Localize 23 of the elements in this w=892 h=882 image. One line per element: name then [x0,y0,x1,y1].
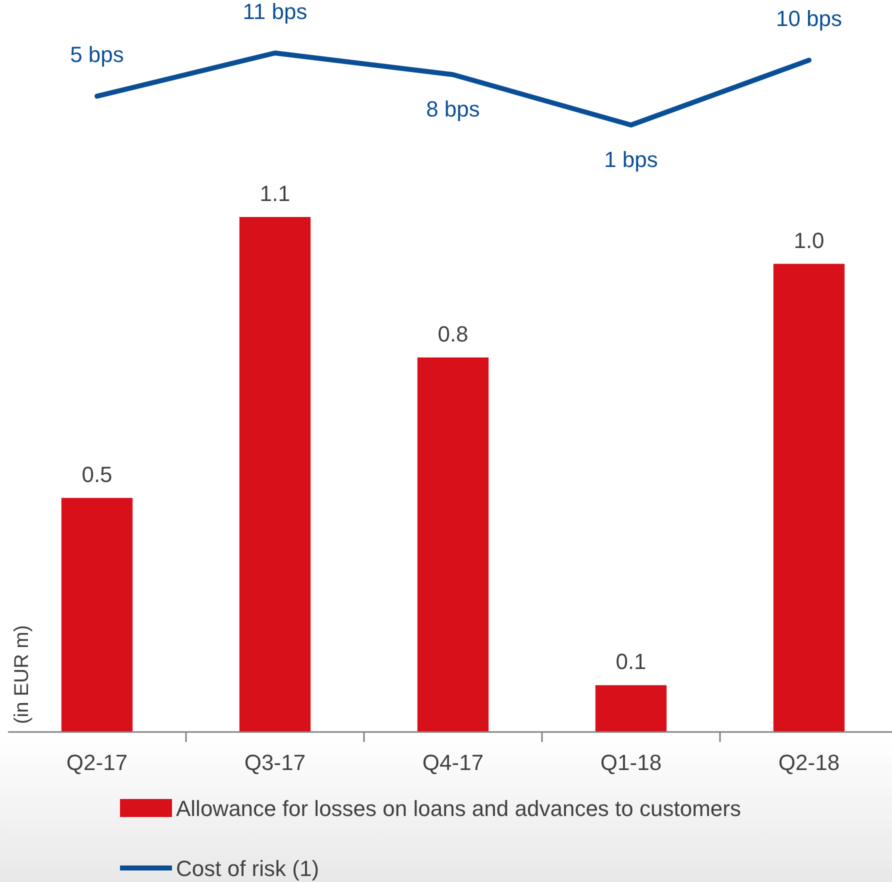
data-label: 0.5 [82,462,112,487]
data-label: 1.0 [794,228,824,253]
bar [417,357,489,732]
legend-label: Allowance for losses on loans and advances to customers [176,796,741,821]
data-label: 5 bps [70,42,124,68]
bar [595,685,667,732]
y-axis-title: (in EUR m) [11,625,33,724]
x-tick-label: Q4-17 [422,750,484,775]
legend-label: Cost of risk (1) [176,856,320,881]
bar [239,217,311,732]
bar [61,498,133,732]
data-label: 0.8 [438,321,468,346]
data-label: 1.1 [260,181,290,206]
data-label: 8 bps [426,96,480,122]
bar [773,264,845,732]
data-label: 1 bps [604,147,658,172]
data-label: 10 bps [776,6,842,32]
data-label: 11 bps [242,0,308,24]
x-tick-label: Q2-18 [778,750,840,775]
x-tick-label: Q1-18 [600,750,662,775]
data-label: 0.1 [616,649,646,674]
x-tick-label: Q3-17 [244,750,306,775]
x-tick-label: Q2-17 [66,750,128,775]
